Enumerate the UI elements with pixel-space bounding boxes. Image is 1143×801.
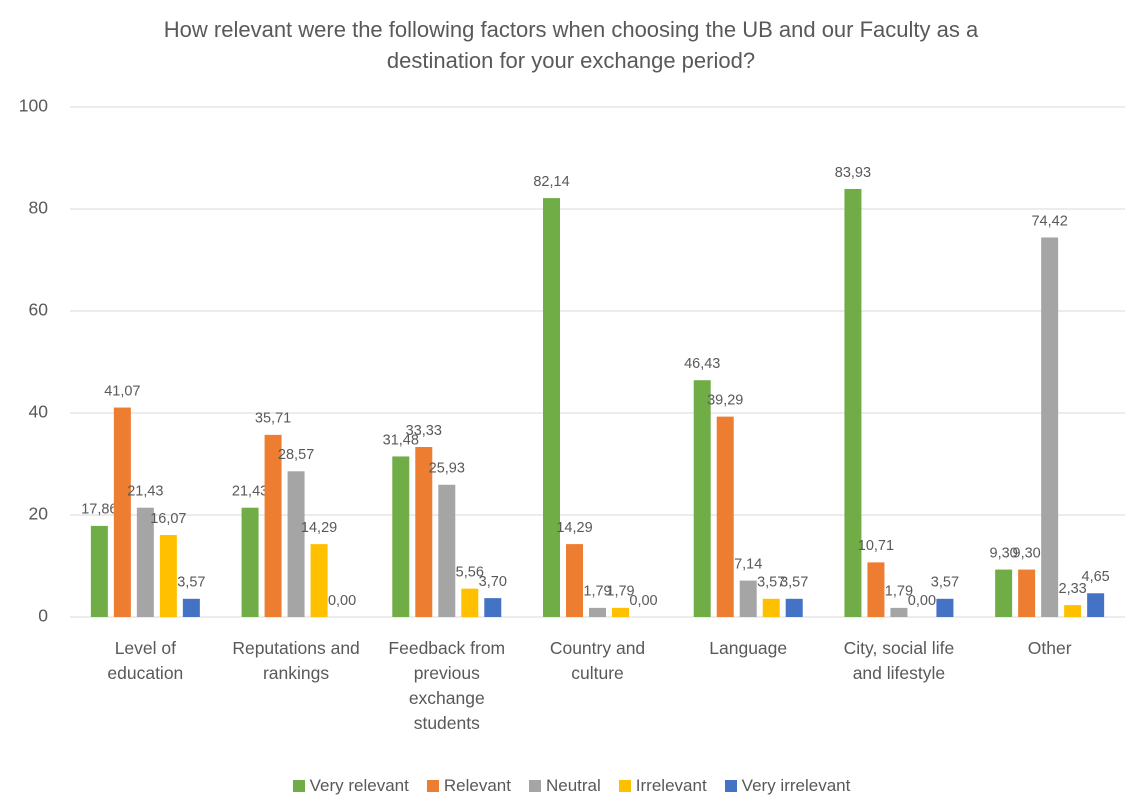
x-tick-label: Reputations and rankings	[232, 638, 360, 683]
y-tick-label: 20	[29, 504, 49, 524]
legend-label: Very irrelevant	[741, 776, 851, 795]
bar	[182, 598, 200, 617]
value-label: 14,29	[301, 520, 337, 536]
value-label: 0,00	[328, 593, 356, 609]
value-label: 9,30	[990, 545, 1018, 561]
value-label: 1,79	[606, 584, 634, 600]
legend-label: Neutral	[545, 776, 601, 795]
bar	[264, 434, 282, 617]
value-label: 3,57	[177, 575, 205, 591]
bar	[867, 562, 885, 617]
value-label: 7,14	[734, 556, 762, 572]
bar	[693, 380, 711, 617]
legend-item: Very relevant	[292, 776, 409, 796]
legend-swatch	[426, 780, 439, 792]
x-tick-label: City, social life and lifestyle	[843, 638, 955, 683]
value-label: 0,00	[629, 593, 657, 609]
bar	[415, 447, 433, 617]
value-label: 74,42	[1031, 213, 1067, 229]
bar	[310, 544, 328, 617]
bar	[890, 607, 908, 617]
value-label: 3,70	[479, 574, 507, 590]
bar	[159, 535, 177, 617]
value-label: 31,48	[383, 432, 419, 448]
bar	[1064, 605, 1082, 617]
x-tick-label: Other	[1027, 638, 1072, 658]
y-tick-label: 0	[38, 606, 48, 626]
value-label: 1,79	[583, 584, 611, 600]
bar	[739, 580, 757, 617]
bar	[1018, 569, 1036, 617]
legend-item: Neutral	[528, 776, 601, 796]
legend-swatch	[292, 780, 305, 792]
value-label: 83,93	[835, 165, 871, 181]
bar	[995, 569, 1013, 617]
value-label: 14,29	[556, 520, 592, 536]
value-label: 28,57	[278, 447, 314, 463]
legend-item: Irrelevant	[618, 776, 707, 796]
value-label: 5,56	[456, 564, 484, 580]
value-label: 82,14	[533, 174, 569, 190]
x-tick-label: Language	[709, 638, 788, 658]
x-tick-label: Feedback from previous exchange students	[388, 638, 506, 733]
value-label: 21,43	[127, 484, 163, 500]
x-tick-label: Level of education	[107, 638, 184, 683]
y-tick-label: 80	[29, 198, 49, 218]
value-label: 16,07	[150, 511, 186, 527]
bar	[785, 598, 803, 617]
bar	[566, 544, 583, 617]
value-label: 3,57	[780, 575, 808, 591]
bar	[90, 525, 108, 617]
bar	[484, 598, 502, 617]
legend-label: Irrelevant	[635, 776, 707, 795]
value-label: 3,57	[757, 575, 785, 591]
bar	[1087, 593, 1105, 617]
value-label: 3,57	[931, 575, 959, 591]
value-label: 33,33	[406, 423, 442, 439]
legend-label: Relevant	[443, 776, 511, 795]
value-label: 35,71	[255, 411, 291, 427]
legend: Very relevant Relevant Neutral Irrelevant Ve…	[0, 776, 1143, 796]
y-tick-label: 60	[29, 300, 49, 320]
bar	[461, 588, 479, 617]
bar	[936, 598, 954, 617]
legend-item: Very irrelevant	[724, 776, 851, 796]
bar	[716, 416, 734, 617]
value-label: 25,93	[429, 461, 465, 477]
value-label: 4,65	[1082, 569, 1110, 585]
x-tick-label: Country and culture	[549, 638, 646, 683]
legend-swatch	[724, 780, 737, 792]
bar	[113, 407, 131, 617]
bar	[241, 507, 259, 617]
bar	[589, 607, 606, 617]
value-label: 10,71	[858, 538, 894, 554]
bar	[612, 607, 629, 617]
value-label: 41,07	[104, 383, 140, 399]
legend-item: Relevant	[426, 776, 511, 796]
y-tick-label: 40	[29, 402, 49, 422]
bar	[844, 188, 862, 617]
chart-title: How relevant were the following factors …	[163, 17, 979, 73]
value-label: 2,33	[1059, 581, 1087, 597]
legend-swatch	[528, 780, 541, 792]
value-label: 0,00	[908, 593, 936, 609]
value-label: 39,29	[707, 392, 743, 408]
value-label: 21,43	[232, 484, 268, 500]
value-label: 17,86	[81, 502, 117, 518]
legend-swatch	[618, 780, 631, 792]
value-label: 1,79	[885, 584, 913, 600]
y-tick-label: 100	[19, 96, 48, 116]
bar	[543, 198, 560, 617]
value-label: 46,43	[684, 356, 720, 372]
bar	[287, 471, 305, 617]
bar	[1041, 237, 1059, 617]
legend-label: Very relevant	[309, 776, 409, 795]
value-label: 9,30	[1013, 545, 1041, 561]
bar	[762, 598, 780, 617]
bar	[136, 507, 154, 617]
bar	[392, 456, 410, 617]
bar	[438, 484, 456, 617]
